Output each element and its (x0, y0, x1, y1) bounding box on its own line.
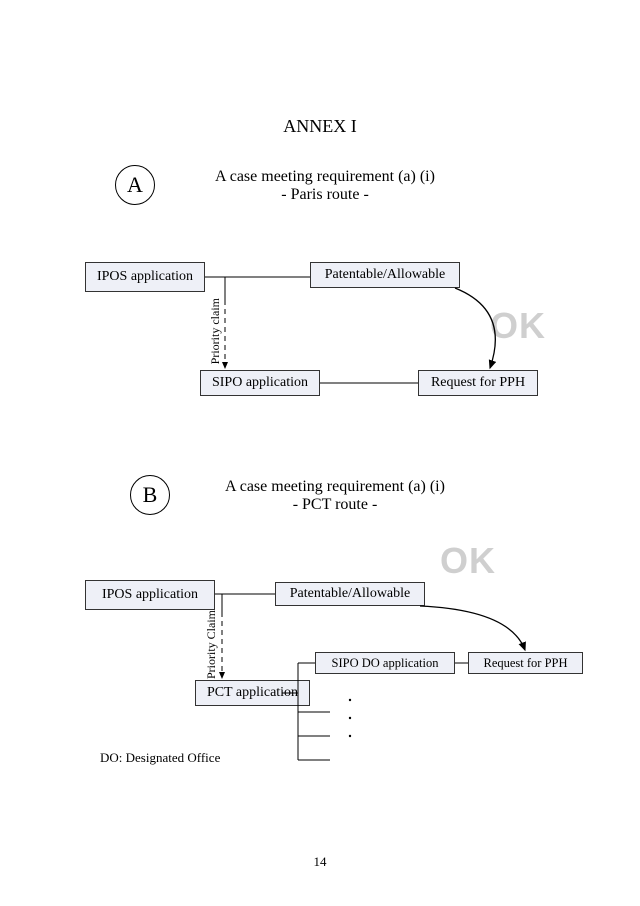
connectors-b (0, 0, 640, 906)
page-container: ANNEX I A A case meeting requirement (a)… (0, 0, 640, 906)
page-number: 14 (0, 854, 640, 870)
footnote: DO: Designated Office (100, 750, 220, 766)
